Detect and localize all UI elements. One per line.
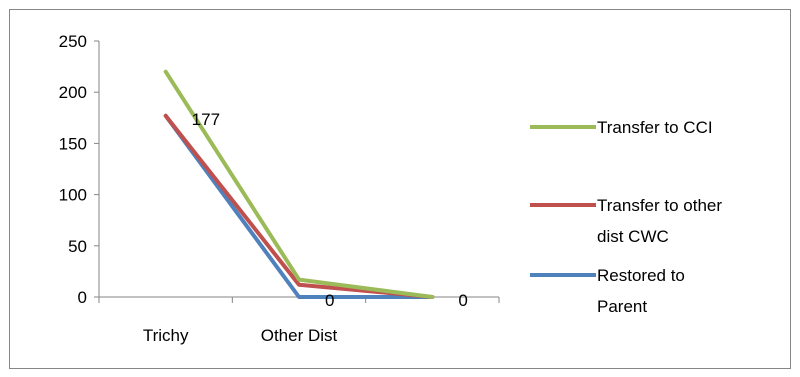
line-chart: 0 50 100 150 200 250 Trichy Other Dist 177 0 0 Tr…	[59, 32, 723, 345]
plot-series	[163, 69, 435, 299]
y-tick-label: 0	[78, 288, 87, 307]
data-label: 177	[192, 110, 220, 129]
data-label: 0	[458, 291, 467, 310]
series-line-0	[163, 69, 435, 299]
legend-label: Transfer to other	[597, 196, 722, 215]
y-tick-label: 100	[59, 186, 87, 205]
y-tick-label: 50	[68, 237, 87, 256]
data-label: 0	[325, 291, 334, 310]
legend-label: Transfer to CCI	[597, 118, 713, 137]
legend-label: Parent	[597, 297, 647, 316]
y-tick-label: 150	[59, 134, 87, 153]
legend-label: Restored to	[597, 266, 685, 285]
axes: 0 50 100 150 200 250 Trichy Other Dist	[59, 32, 500, 345]
data-labels: 177 0 0	[192, 110, 468, 310]
y-tick-label: 250	[59, 32, 87, 51]
chart-frame: 0 50 100 150 200 250 Trichy Other Dist 177 0 0 Tr…	[9, 9, 791, 369]
y-tick-label: 200	[59, 83, 87, 102]
series-line-2	[163, 113, 435, 299]
series-line-1	[163, 113, 435, 299]
legend-label: dist CWC	[597, 227, 669, 246]
x-tick-label: Other Dist	[261, 326, 338, 345]
x-tick-label: Trichy	[143, 326, 189, 345]
legend: Transfer to CCI Transfer to other dist CWC…	[530, 118, 722, 316]
